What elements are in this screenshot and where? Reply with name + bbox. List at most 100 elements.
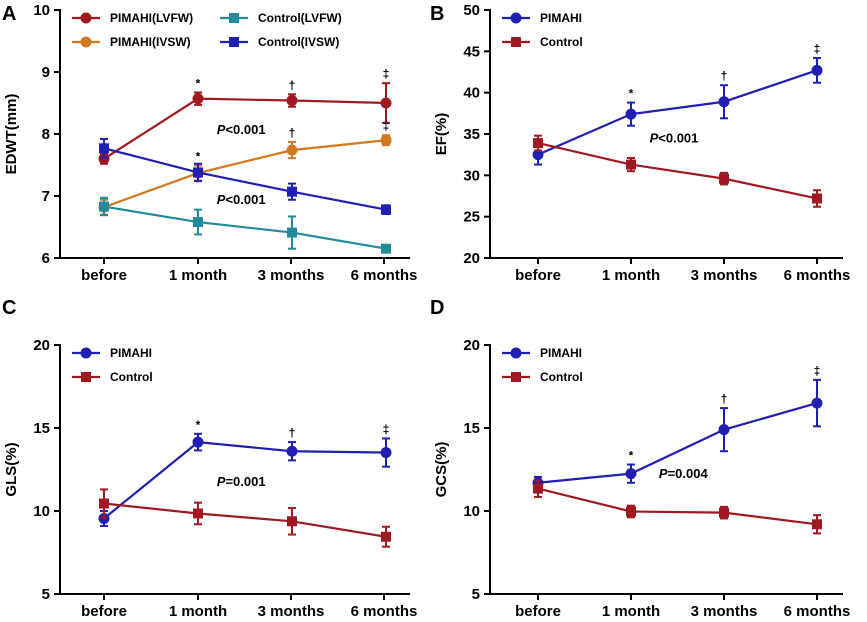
significance-mark: ‡ — [383, 67, 390, 81]
x-tick-label: 3 months — [691, 267, 758, 284]
legend: PIMAHI Control — [72, 346, 153, 384]
data-point — [719, 173, 729, 184]
series-line — [103, 205, 387, 250]
data-point — [287, 227, 297, 238]
panel-letter: A — [2, 3, 16, 25]
series-pimahi: * † ‡ — [532, 42, 823, 166]
data-point — [626, 506, 636, 517]
y-tick-label: 30 — [463, 167, 480, 184]
legend-item-pimahi: PIMAHI — [72, 346, 152, 360]
significance-mark: * — [629, 87, 634, 101]
data-point — [192, 93, 204, 105]
y-tick-label: 5 — [472, 586, 480, 603]
y-tick-label: 10 — [33, 2, 50, 19]
series-pimahi: * † ‡ — [98, 418, 392, 527]
x-tick-label: 3 months — [258, 603, 325, 620]
data-point — [812, 193, 822, 204]
x-tick-label: before — [515, 267, 561, 284]
y-tick-label: 9 — [42, 64, 50, 81]
significance-mark: * — [196, 76, 201, 90]
p-value: =0.004 — [668, 466, 709, 481]
y-tick-label: 45 — [463, 43, 480, 60]
p-label: P — [650, 130, 659, 145]
legend-item-pimahi-ivsw: PIMAHI(IVSW) — [72, 35, 191, 49]
y-axis-title: EF(%) — [433, 113, 450, 156]
y-tick-label: 20 — [463, 250, 480, 267]
p-value: <0.001 — [225, 192, 265, 207]
significance-mark: † — [289, 126, 296, 140]
legend-marker — [80, 347, 92, 359]
legend: PIMAHI Control — [502, 346, 583, 384]
legend-marker — [80, 12, 92, 24]
x-tick-label: 1 month — [602, 603, 660, 620]
y-tick-label: 10 — [33, 503, 50, 520]
data-point — [286, 95, 298, 107]
p-label: P — [217, 122, 226, 137]
data-point — [812, 519, 822, 530]
y-axis-title: EDWT(mm) — [3, 94, 20, 175]
series-line — [103, 502, 387, 538]
series-line — [103, 440, 387, 520]
x-tick-label: 6 months — [784, 267, 851, 284]
legend-item-control: Control — [502, 370, 583, 384]
legend-label: PIMAHI(LVFW) — [110, 11, 193, 25]
data-point — [380, 447, 392, 459]
p-value-annotation: P<0.001 — [217, 122, 266, 137]
data-point — [533, 483, 543, 494]
series-control-lvfw — [99, 196, 391, 254]
p-value-annotation: P<0.001 — [650, 130, 699, 145]
panel-c: C 5 10 15 20 before 1 month 3 months 6 months GLS… — [2, 297, 417, 620]
p-label: P — [217, 192, 226, 207]
data-point — [718, 424, 730, 436]
series-control — [99, 488, 391, 548]
legend-item-pimahi: PIMAHI — [502, 11, 582, 25]
significance-mark: † — [721, 69, 728, 83]
y-tick-label: 7 — [42, 188, 50, 205]
legend-marker — [80, 36, 92, 48]
legend-item-control: Control — [502, 35, 583, 49]
significance-mark: * — [629, 449, 634, 463]
p-value-annotation: P=0.004 — [659, 466, 709, 481]
series-pimahi-lvfw: * † ‡ — [98, 67, 392, 165]
y-tick-label: 20 — [33, 337, 50, 354]
legend-label: PIMAHI — [540, 346, 582, 360]
panel-d: D 5 10 15 20 before 1 month 3 months 6 months GCS… — [430, 297, 850, 620]
data-point — [286, 144, 298, 156]
y-tick-label: 40 — [463, 85, 480, 102]
x-tick-label: 1 month — [169, 267, 227, 284]
data-point — [718, 96, 730, 108]
legend-marker — [510, 347, 522, 359]
y-tick-label: 10 — [463, 503, 480, 520]
significance-mark: † — [289, 426, 296, 440]
legend-label: Control(IVSW) — [258, 35, 339, 49]
panel-b: B 20 25 30 35 40 45 50 before 1 month 3 months 6 mo… — [430, 2, 850, 284]
significance-mark: ‡ — [814, 42, 821, 56]
data-point — [287, 516, 297, 527]
series-line — [103, 147, 387, 211]
legend: PIMAHI Control — [502, 11, 583, 49]
series-control — [533, 479, 822, 535]
legend-label: Control — [540, 370, 583, 384]
legend-marker — [511, 37, 521, 47]
legend-item-control: Control — [72, 370, 153, 384]
data-point — [533, 138, 543, 149]
x-tick-label: 6 months — [351, 603, 418, 620]
y-tick-label: 50 — [463, 2, 480, 19]
x-tick-label: 1 month — [602, 267, 660, 284]
x-tick-label: 1 month — [169, 603, 227, 620]
y-tick-label: 35 — [463, 126, 480, 143]
data-point — [381, 243, 391, 254]
data-point — [98, 153, 110, 165]
y-axis-title: GLS(%) — [3, 442, 20, 496]
series-line — [537, 142, 818, 200]
significance-mark: ‡ — [383, 119, 390, 133]
data-point — [625, 108, 637, 120]
significance-mark: † — [289, 78, 296, 92]
p-label: P — [659, 466, 668, 481]
significance-mark: * — [196, 150, 201, 164]
data-point — [193, 508, 203, 519]
series-line — [537, 487, 818, 526]
x-tick-label: 3 months — [258, 267, 325, 284]
legend-item-control-ivsw: Control(IVSW) — [220, 35, 339, 49]
legend-item-control-lvfw: Control(LVFW) — [220, 11, 342, 25]
